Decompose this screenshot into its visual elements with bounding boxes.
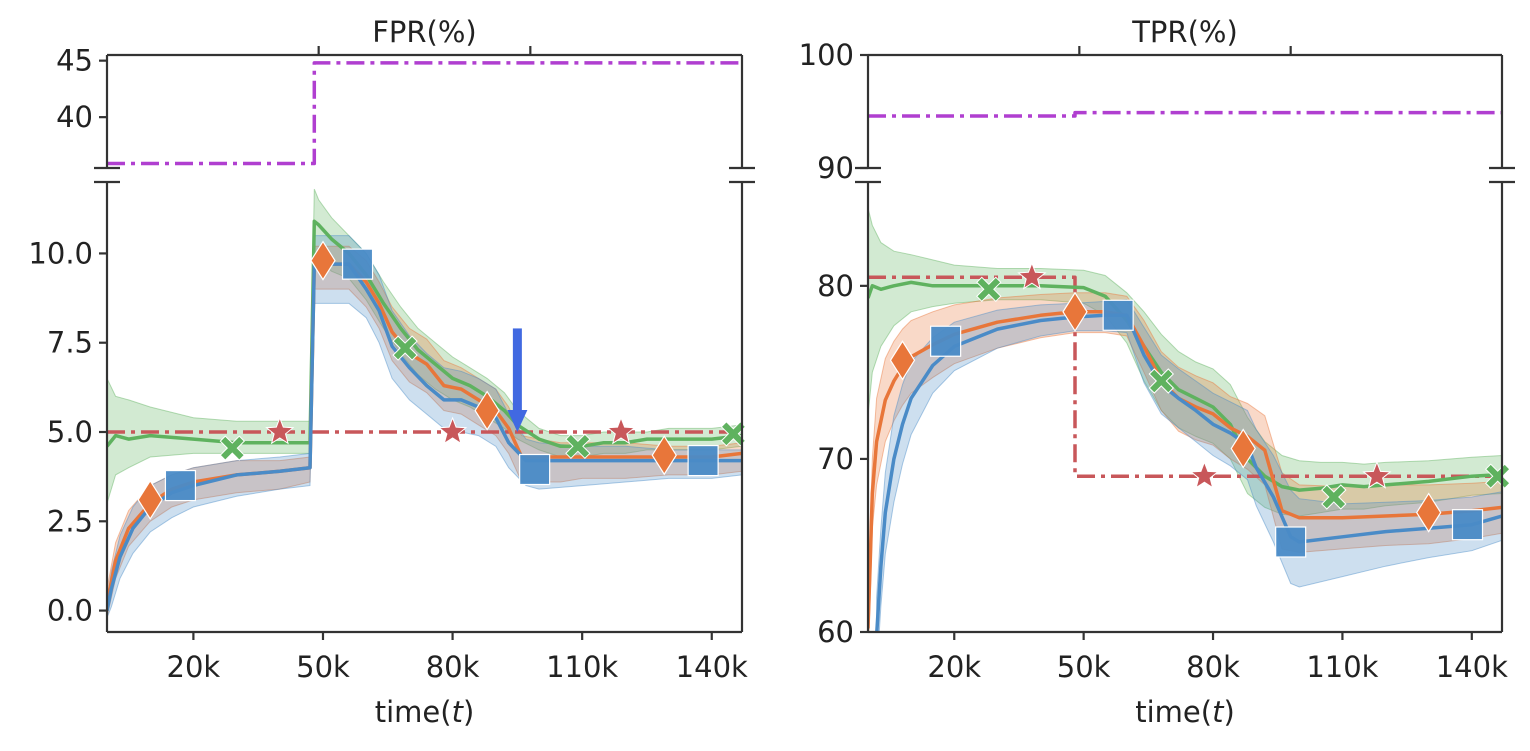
fpr-orange-marker-1 <box>137 479 163 520</box>
fpr-green-marker-2 <box>392 335 418 361</box>
tpr-blue-band <box>876 299 1502 632</box>
fpr-lower-ytick-label-4: 7.5 <box>47 326 93 360</box>
tpr-upper-ytick-label-1: 90 <box>817 151 854 185</box>
tpr-x-axis-label-close: ) <box>1223 695 1234 729</box>
fpr-xtick-label-3: 80k <box>426 650 480 684</box>
fpr-annotation-arrow-head <box>507 410 528 432</box>
tpr-xtick-label-5: 140k <box>1436 650 1508 684</box>
tpr-green-marker-4 <box>1484 463 1511 489</box>
tpr-orange-marker-3 <box>1230 428 1256 469</box>
tpr-green-marker-2 <box>1148 368 1175 394</box>
fpr-panel: FPR(%) 40 45 0.0 2.5 5.0 7.5 10.0 20k 50k 80k 110… <box>28 15 755 729</box>
tpr-x-axis-label-text: time( <box>1135 695 1212 729</box>
fpr-green-line <box>107 219 742 449</box>
fpr-x-axis-label-var: t <box>452 695 465 729</box>
fpr-axes <box>94 53 755 634</box>
tpr-series-markers <box>889 261 1511 558</box>
tpr-green-marker-3 <box>1321 484 1347 510</box>
fpr-green-marker-1 <box>219 435 246 461</box>
fpr-blue-marker-4 <box>687 444 719 477</box>
tpr-x-ticks: 20k 50k 80k 110k 140k <box>927 46 1508 684</box>
fpr-series-markers <box>137 240 747 520</box>
tpr-axes <box>855 53 1515 634</box>
tpr-lower-ytick-label-3: 80 <box>817 269 854 303</box>
fpr-xtick-label-5: 140k <box>676 650 748 684</box>
tpr-blue-marker-1 <box>930 325 962 357</box>
tpr-chart-title: TPR(%) <box>1131 15 1238 49</box>
fpr-orange-marker-2 <box>310 240 336 281</box>
tpr-red-marker-1 <box>1017 261 1047 290</box>
fpr-red-marker-1 <box>265 416 295 445</box>
fpr-blue-marker-3 <box>519 453 551 486</box>
tpr-xtick-label-3: 80k <box>1186 650 1240 684</box>
fpr-lower-ytick-label-5: 10.0 <box>28 236 93 270</box>
fpr-xtick-label-4: 110k <box>546 650 618 684</box>
tpr-upper-ytick-label-2: 100 <box>799 38 854 72</box>
fpr-x-ticks: 20k 50k 80k 110k 140k <box>167 46 748 684</box>
tpr-y-ticks: 90 100 60 70 80 <box>799 38 868 649</box>
tpr-xtick-label-4: 110k <box>1306 650 1378 684</box>
fpr-lower-ytick-label-1: 0.0 <box>47 594 93 628</box>
tpr-orange-marker-1 <box>889 340 916 381</box>
tpr-green-marker-1 <box>976 276 1002 303</box>
fpr-upper-ytick-label-1: 40 <box>56 100 93 134</box>
tpr-blue-marker-4 <box>1451 509 1484 541</box>
fpr-confidence-bands <box>107 188 742 618</box>
tpr-blue-marker-2 <box>1102 299 1134 331</box>
tpr-red-marker-2 <box>1189 460 1220 489</box>
fpr-green-marker-3 <box>565 433 591 460</box>
tpr-xtick-label-1: 20k <box>927 650 981 684</box>
tpr-purple-line <box>868 110 1502 118</box>
tpr-lower-ytick-label-1: 60 <box>817 615 854 649</box>
fpr-orange-marker-3 <box>474 390 500 431</box>
tpr-x-axis-label: time(t) <box>1135 695 1235 729</box>
fpr-red-marker-2 <box>437 416 468 445</box>
tpr-blue-marker-3 <box>1275 526 1307 558</box>
fpr-annotation <box>507 328 528 432</box>
fpr-x-axis-label: time(t) <box>375 695 475 729</box>
tpr-red-line <box>868 275 1502 478</box>
fpr-xtick-label-2: 50k <box>296 650 350 684</box>
fpr-purple-line <box>107 61 742 166</box>
fpr-lower-ytick-label-3: 5.0 <box>47 415 93 449</box>
tpr-x-axis-label-var: t <box>1212 695 1225 729</box>
tpr-orange-marker-4 <box>1415 492 1442 533</box>
fpr-chart-title: FPR(%) <box>372 15 477 49</box>
fpr-lower-ytick-label-2: 2.5 <box>47 504 93 538</box>
tpr-green-line <box>868 280 1502 492</box>
fpr-blue-marker-2 <box>341 248 374 280</box>
fpr-red-marker-3 <box>606 416 636 445</box>
fpr-blue-marker-1 <box>164 469 197 502</box>
tpr-lower-ytick-label-2: 70 <box>817 442 854 476</box>
fpr-xtick-label-1: 20k <box>167 650 221 684</box>
fpr-annotation-arrow-shaft <box>512 328 522 410</box>
fpr-x-axis-label-close: ) <box>463 695 474 729</box>
fpr-green-marker-4 <box>720 421 747 447</box>
tpr-panel: TPR(%) 90 100 60 70 80 20k 50k 80k 110k 140k tim… <box>799 15 1515 729</box>
tpr-orange-marker-2 <box>1062 291 1088 332</box>
fpr-y-ticks: 40 45 0.0 2.5 5.0 7.5 10.0 <box>28 44 107 628</box>
fpr-x-axis-label-text: time( <box>375 695 452 729</box>
tpr-xtick-label-2: 50k <box>1057 650 1111 684</box>
tpr-red-marker-3 <box>1362 460 1392 489</box>
fpr-upper-ytick-label-2: 45 <box>56 44 93 78</box>
fpr-orange-marker-4 <box>651 435 677 476</box>
